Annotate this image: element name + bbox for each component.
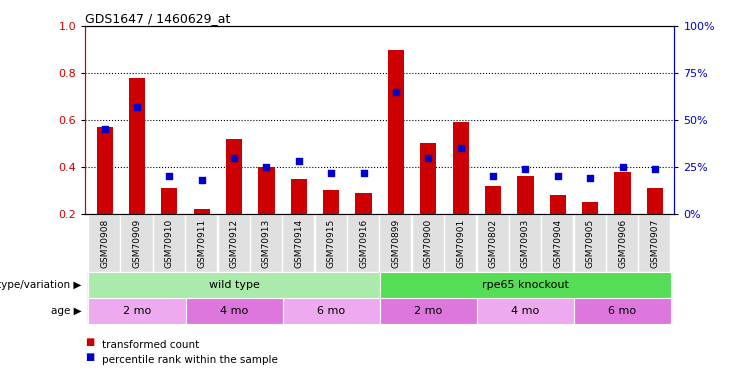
FancyBboxPatch shape bbox=[477, 214, 508, 272]
Point bbox=[649, 166, 661, 172]
Text: GSM70802: GSM70802 bbox=[488, 218, 497, 267]
Text: GSM70899: GSM70899 bbox=[391, 218, 400, 268]
Text: transformed count: transformed count bbox=[102, 340, 199, 350]
Bar bbox=[259, 167, 275, 214]
Bar bbox=[582, 202, 598, 214]
Text: age ▶: age ▶ bbox=[51, 306, 82, 316]
Text: genotype/variation ▶: genotype/variation ▶ bbox=[0, 280, 82, 290]
FancyBboxPatch shape bbox=[89, 214, 120, 272]
Text: 2 mo: 2 mo bbox=[123, 306, 151, 316]
Bar bbox=[323, 190, 339, 214]
FancyBboxPatch shape bbox=[379, 272, 671, 298]
Point bbox=[99, 126, 110, 132]
Point bbox=[261, 164, 273, 170]
Point bbox=[358, 170, 370, 176]
Bar bbox=[129, 78, 145, 214]
Point bbox=[584, 175, 596, 181]
Text: GSM70907: GSM70907 bbox=[651, 218, 659, 268]
FancyBboxPatch shape bbox=[316, 214, 347, 272]
Text: GSM70905: GSM70905 bbox=[585, 218, 595, 268]
Point bbox=[422, 154, 434, 160]
Point bbox=[164, 173, 176, 179]
Bar bbox=[453, 122, 469, 214]
FancyBboxPatch shape bbox=[607, 214, 638, 272]
Point bbox=[196, 177, 207, 183]
Text: GSM70904: GSM70904 bbox=[554, 218, 562, 267]
Point bbox=[293, 158, 305, 164]
Bar bbox=[290, 178, 307, 214]
Point bbox=[617, 164, 628, 170]
Text: 4 mo: 4 mo bbox=[220, 306, 248, 316]
Text: GSM70900: GSM70900 bbox=[424, 218, 433, 268]
FancyBboxPatch shape bbox=[122, 214, 153, 272]
Text: GSM70901: GSM70901 bbox=[456, 218, 465, 268]
FancyBboxPatch shape bbox=[219, 214, 250, 272]
Text: 6 mo: 6 mo bbox=[608, 306, 637, 316]
Bar bbox=[388, 50, 404, 214]
Bar bbox=[647, 188, 663, 214]
Text: ■: ■ bbox=[85, 337, 94, 347]
FancyBboxPatch shape bbox=[445, 214, 476, 272]
FancyBboxPatch shape bbox=[88, 272, 379, 298]
Bar bbox=[226, 139, 242, 214]
Point bbox=[487, 173, 499, 179]
Text: GSM70909: GSM70909 bbox=[133, 218, 142, 268]
Text: 4 mo: 4 mo bbox=[511, 306, 539, 316]
Text: GSM70911: GSM70911 bbox=[197, 218, 206, 268]
Text: GSM70910: GSM70910 bbox=[165, 218, 174, 268]
FancyBboxPatch shape bbox=[251, 214, 282, 272]
Text: GSM70913: GSM70913 bbox=[262, 218, 271, 268]
Bar bbox=[550, 195, 566, 214]
FancyBboxPatch shape bbox=[380, 214, 411, 272]
Text: GSM70906: GSM70906 bbox=[618, 218, 627, 268]
Text: GSM70912: GSM70912 bbox=[230, 218, 239, 267]
FancyBboxPatch shape bbox=[510, 214, 541, 272]
Text: GSM70903: GSM70903 bbox=[521, 218, 530, 268]
FancyBboxPatch shape bbox=[348, 214, 379, 272]
FancyBboxPatch shape bbox=[639, 214, 671, 272]
Point bbox=[455, 145, 467, 151]
FancyBboxPatch shape bbox=[282, 298, 379, 324]
Bar bbox=[356, 193, 372, 214]
Bar bbox=[193, 209, 210, 214]
Bar bbox=[162, 188, 177, 214]
FancyBboxPatch shape bbox=[413, 214, 444, 272]
Point bbox=[519, 166, 531, 172]
FancyBboxPatch shape bbox=[574, 298, 671, 324]
FancyBboxPatch shape bbox=[185, 298, 282, 324]
Bar bbox=[517, 176, 534, 214]
Bar bbox=[614, 171, 631, 214]
Point bbox=[552, 173, 564, 179]
Text: wild type: wild type bbox=[209, 280, 259, 290]
Text: GSM70914: GSM70914 bbox=[294, 218, 303, 267]
Text: GDS1647 / 1460629_at: GDS1647 / 1460629_at bbox=[85, 12, 230, 25]
FancyBboxPatch shape bbox=[283, 214, 314, 272]
Text: 2 mo: 2 mo bbox=[414, 306, 442, 316]
FancyBboxPatch shape bbox=[379, 298, 477, 324]
Bar bbox=[420, 144, 436, 214]
Text: GSM70908: GSM70908 bbox=[100, 218, 109, 268]
Point bbox=[228, 154, 240, 160]
FancyBboxPatch shape bbox=[542, 214, 574, 272]
Point bbox=[131, 104, 143, 110]
Point bbox=[390, 89, 402, 95]
Bar bbox=[96, 127, 113, 214]
Point bbox=[325, 170, 337, 176]
Bar bbox=[485, 186, 501, 214]
FancyBboxPatch shape bbox=[186, 214, 217, 272]
Text: GSM70915: GSM70915 bbox=[327, 218, 336, 268]
FancyBboxPatch shape bbox=[154, 214, 185, 272]
Text: ■: ■ bbox=[85, 352, 94, 362]
Text: percentile rank within the sample: percentile rank within the sample bbox=[102, 355, 277, 365]
Text: 6 mo: 6 mo bbox=[317, 306, 345, 316]
Text: rpe65 knockout: rpe65 knockout bbox=[482, 280, 569, 290]
FancyBboxPatch shape bbox=[574, 214, 605, 272]
FancyBboxPatch shape bbox=[88, 298, 185, 324]
FancyBboxPatch shape bbox=[477, 298, 574, 324]
Text: GSM70916: GSM70916 bbox=[359, 218, 368, 268]
